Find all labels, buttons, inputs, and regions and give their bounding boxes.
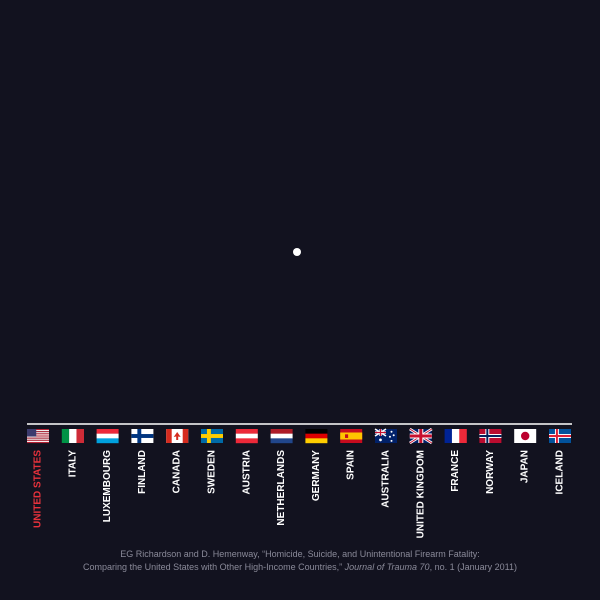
flag-finland-icon <box>131 429 154 443</box>
flag-iceland-icon <box>549 429 571 443</box>
flag-canada-icon <box>166 429 189 443</box>
source-citation: EG Richardson and D. Hemenway, “Homicide… <box>0 548 600 574</box>
flag-united-states-icon <box>27 429 49 444</box>
flag-netherlands-icon <box>270 429 293 444</box>
flag-japan-icon <box>514 429 537 443</box>
tick-label-france: FRANCE <box>450 450 461 492</box>
tick-label-canada: CANADA <box>172 450 183 493</box>
flag-luxembourg-icon <box>96 429 119 444</box>
flag-germany-icon <box>305 429 328 444</box>
citation-line-2-start: Comparing the United States with Other H… <box>83 562 345 572</box>
country-labels: UNITED STATES ITALY LUXEMBOURG FINLAND CANAD… <box>33 450 566 539</box>
flag-austria-icon <box>235 429 258 444</box>
tick-label-spain: SPAIN <box>346 450 357 480</box>
citation-line-2: Comparing the United States with Other H… <box>0 561 600 574</box>
tick-label-norway: NORWAY <box>485 450 496 494</box>
tick-label-japan: JAPAN <box>520 450 531 483</box>
citation-journal: Journal of Trauma 70 <box>344 562 430 572</box>
tick-label-united-kingdom: UNITED KINGDOM <box>415 450 426 538</box>
flag-australia-icon <box>374 428 397 443</box>
country-flags <box>27 427 571 445</box>
tick-label-austria: AUSTRIA <box>241 450 252 494</box>
flag-sweden-icon <box>201 429 223 443</box>
flag-france-icon <box>444 429 467 443</box>
tick-label-united-states: UNITED STATES <box>33 450 44 528</box>
citation-line-2-end: , no. 1 (January 2011) <box>429 562 517 572</box>
tick-label-italy: ITALY <box>67 450 78 478</box>
data-point <box>293 248 301 256</box>
citation-line-1: EG Richardson and D. Hemenway, “Homicide… <box>120 549 480 559</box>
tick-label-luxembourg: LUXEMBOURG <box>102 450 113 522</box>
tick-label-germany: GERMANY <box>311 450 322 501</box>
flag-united-kingdom-icon <box>409 427 433 445</box>
tick-label-sweden: SWEDEN <box>207 450 218 494</box>
tick-label-iceland: ICELAND <box>555 450 566 494</box>
plot-area <box>293 248 301 256</box>
tick-label-netherlands: NETHERLANDS <box>276 450 287 526</box>
flag-italy-icon <box>61 429 84 443</box>
flag-spain-icon <box>340 429 363 443</box>
flag-norway-icon <box>479 429 502 443</box>
tick-label-australia: AUSTRALIA <box>381 450 392 508</box>
tick-label-finland: FINLAND <box>137 450 148 494</box>
